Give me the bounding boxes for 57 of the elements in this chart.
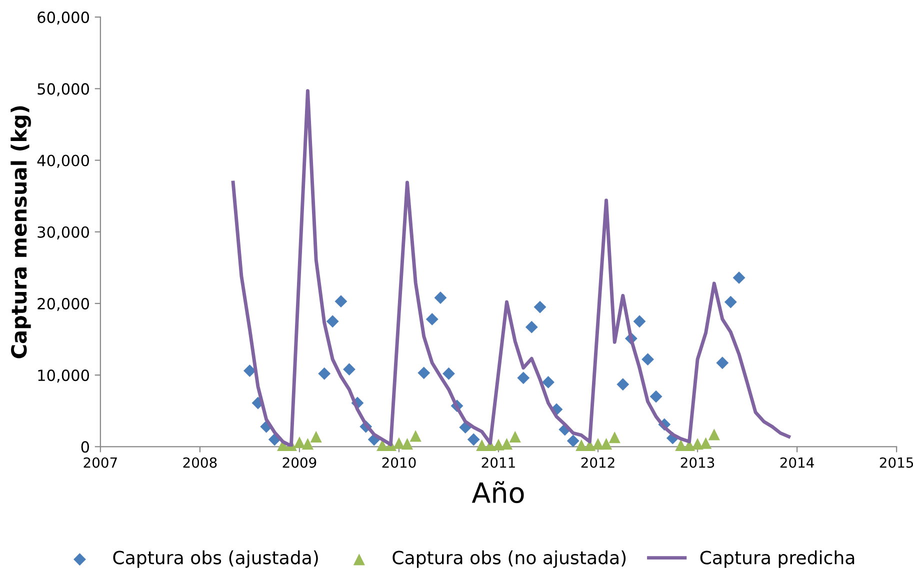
- point: [243, 364, 256, 377]
- point: [517, 372, 530, 384]
- point: [642, 353, 654, 366]
- point: [434, 292, 447, 304]
- legend-label: Captura obs (ajustada): [113, 550, 318, 568]
- point: [442, 367, 455, 380]
- point: [724, 296, 737, 308]
- point: [410, 430, 422, 442]
- point: [343, 363, 356, 376]
- y-tick-label: 50,000: [38, 83, 89, 96]
- y-axis-title: Captura mensual (kg): [10, 106, 31, 358]
- point: [418, 366, 430, 380]
- point: [592, 438, 604, 450]
- x-tick-label: 2010: [382, 457, 416, 468]
- x-tick-label: 2015: [880, 457, 913, 468]
- point: [525, 320, 538, 334]
- y-tick-label: 10,000: [38, 370, 89, 383]
- point: [310, 430, 322, 442]
- point: [542, 376, 554, 388]
- legend-label: Captura predicha: [700, 550, 854, 568]
- point: [616, 378, 630, 391]
- point: [467, 433, 480, 446]
- x-tick-label: 2014: [780, 457, 814, 468]
- point: [692, 438, 704, 450]
- x-tick-label: 2013: [680, 457, 714, 468]
- point: [509, 430, 521, 442]
- point: [318, 367, 331, 380]
- point: [708, 428, 720, 440]
- point: [326, 315, 339, 328]
- point: [334, 295, 348, 308]
- point: [534, 300, 546, 314]
- point: [294, 436, 306, 448]
- x-tick-label: 2008: [183, 457, 217, 468]
- y-tick-label: 60,000: [38, 12, 89, 25]
- point: [716, 356, 729, 370]
- legend-label: Captura obs (no ajustada): [392, 550, 626, 568]
- point: [302, 438, 314, 450]
- x-tick-label: 2011: [482, 457, 515, 468]
- point: [426, 313, 438, 326]
- y-tick-label: 30,000: [38, 226, 89, 240]
- point: [732, 271, 746, 284]
- y-tick-label: 40,000: [37, 154, 89, 168]
- point: [492, 438, 504, 450]
- point: [566, 434, 580, 448]
- point: [675, 439, 687, 452]
- y-tick-label: 20,000: [38, 298, 89, 312]
- point: [401, 438, 414, 450]
- y-tick-label: 0: [81, 441, 89, 453]
- x-axis-title: Año: [472, 481, 524, 504]
- point: [650, 390, 662, 403]
- x-tick-label: 2009: [282, 457, 316, 468]
- x-tick-label: 2012: [581, 457, 614, 468]
- point: [600, 438, 612, 450]
- x-tick-label: 2007: [84, 457, 117, 468]
- point: [633, 315, 646, 328]
- point: [393, 437, 405, 449]
- point: [608, 432, 620, 444]
